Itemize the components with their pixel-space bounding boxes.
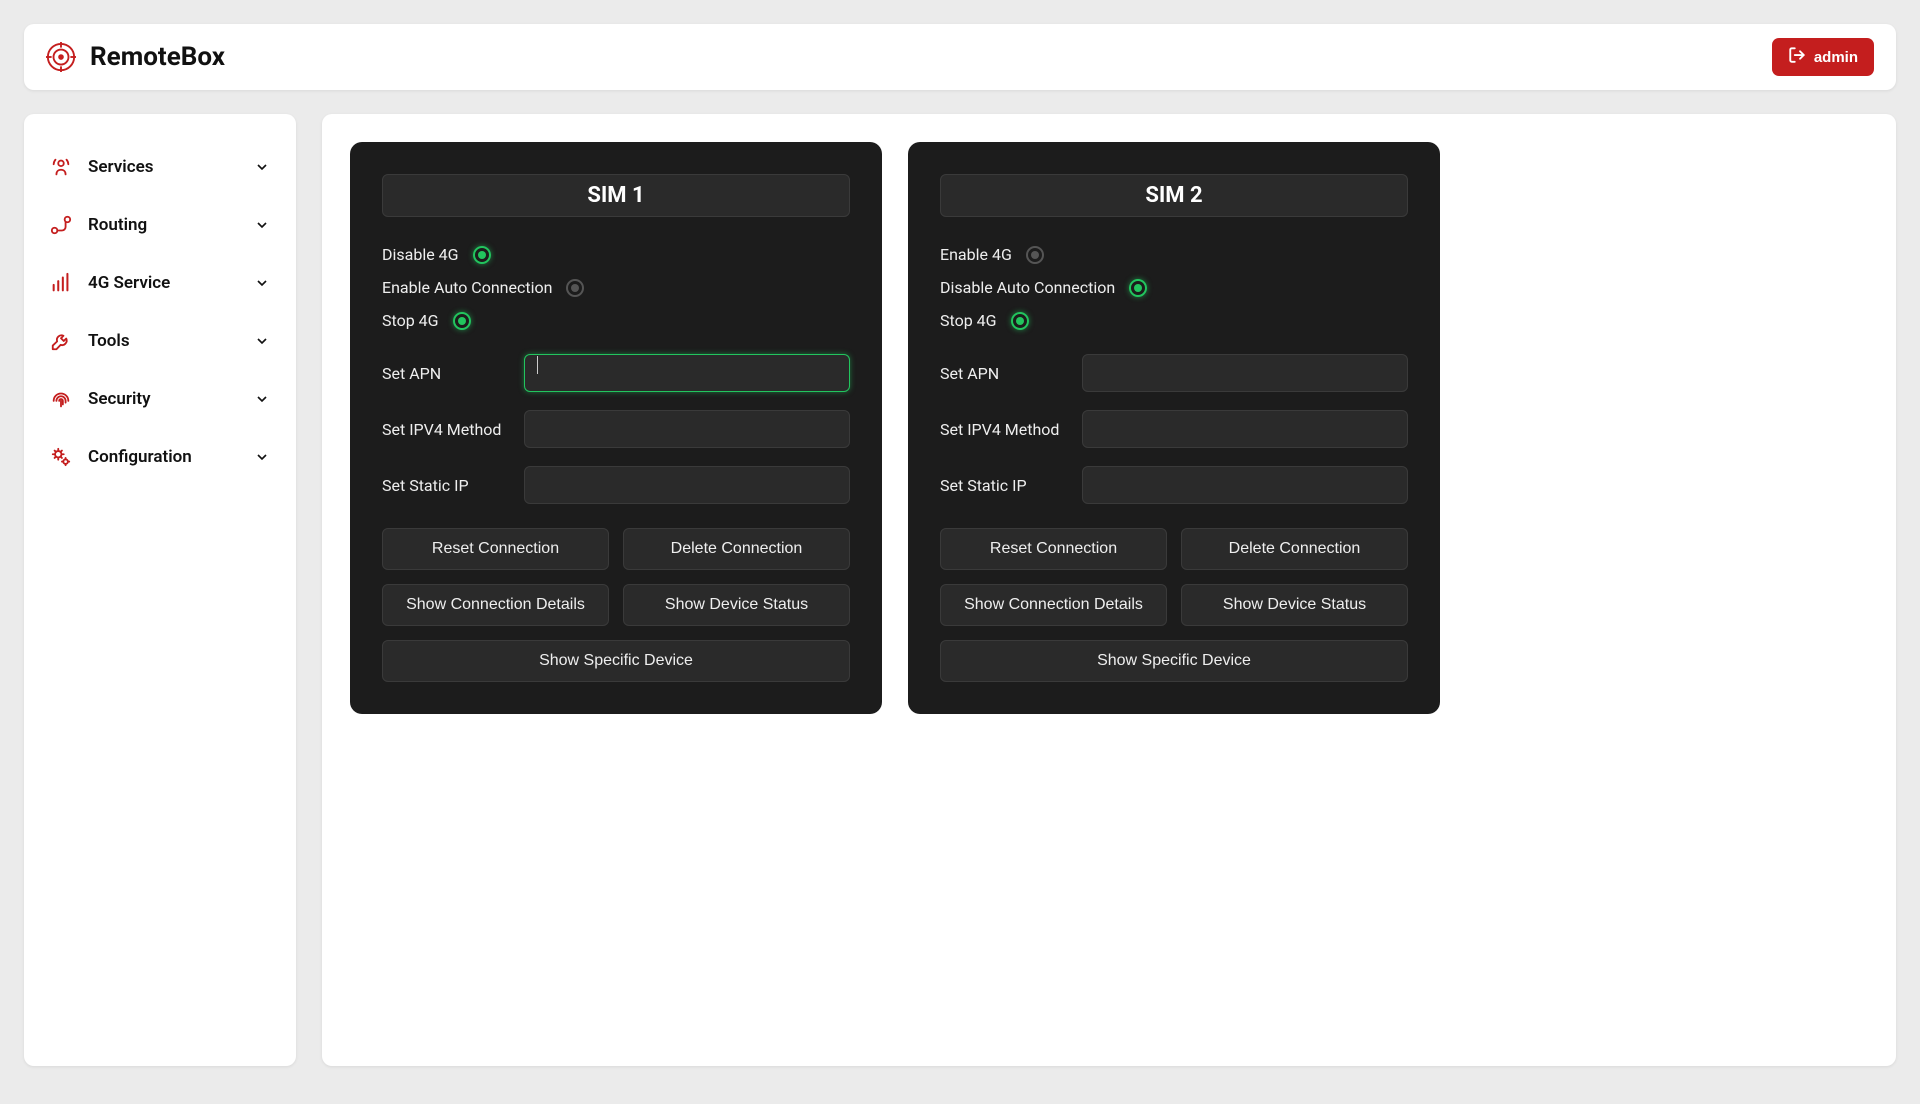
sim1-status-button[interactable]: Show Device Status xyxy=(623,584,850,626)
status-dot-icon xyxy=(566,279,584,297)
sim1-specific-button[interactable]: Show Specific Device xyxy=(382,640,850,682)
gears-icon xyxy=(50,446,72,468)
signal-icon xyxy=(50,272,72,294)
content-panel: SIM 1 Disable 4G Enable Auto Connection … xyxy=(322,114,1896,1066)
sim1-ipv4-row: Set IPV4 Method xyxy=(382,410,850,448)
input-label: Set IPV4 Method xyxy=(382,420,512,439)
sim2-toggle-enable4g[interactable]: Enable 4G xyxy=(940,245,1408,264)
fingerprint-icon xyxy=(50,388,72,410)
sidebar-item-configuration[interactable]: Configuration xyxy=(42,428,278,486)
sim2-card: SIM 2 Enable 4G Disable Auto Connection … xyxy=(908,142,1440,714)
sim1-title: SIM 1 xyxy=(383,183,849,208)
input-label: Set APN xyxy=(382,364,512,383)
chevron-down-icon xyxy=(254,333,270,349)
brand: RemoteBox xyxy=(46,42,225,72)
sim2-button-grid: Reset Connection Delete Connection Show … xyxy=(940,528,1408,682)
toggle-label: Enable 4G xyxy=(940,245,1012,264)
sim1-staticip-row: Set Static IP xyxy=(382,466,850,504)
sim1-button-grid: Reset Connection Delete Connection Show … xyxy=(382,528,850,682)
brand-title: RemoteBox xyxy=(90,42,225,72)
sim2-apn-input[interactable] xyxy=(1082,354,1408,392)
sim1-reset-button[interactable]: Reset Connection xyxy=(382,528,609,570)
sidebar-item-label: Services xyxy=(88,157,153,177)
sidebar-item-label: Tools xyxy=(88,331,130,351)
chevron-down-icon xyxy=(254,449,270,465)
sim2-delete-button[interactable]: Delete Connection xyxy=(1181,528,1408,570)
sim2-status-button[interactable]: Show Device Status xyxy=(1181,584,1408,626)
status-dot-icon xyxy=(1011,312,1029,330)
sidebar-item-label: Security xyxy=(88,389,151,409)
sim1-delete-button[interactable]: Delete Connection xyxy=(623,528,850,570)
status-dot-icon xyxy=(1129,279,1147,297)
sidebar-item-label: Configuration xyxy=(88,447,192,467)
sim1-toggle-disable4g[interactable]: Disable 4G xyxy=(382,245,850,264)
status-dot-icon xyxy=(473,246,491,264)
chevron-down-icon xyxy=(254,275,270,291)
wrench-icon xyxy=(50,330,72,352)
chevron-down-icon xyxy=(254,159,270,175)
sim1-title-wrap: SIM 1 xyxy=(382,174,850,217)
sidebar-item-security[interactable]: Security xyxy=(42,370,278,428)
chevron-down-icon xyxy=(254,391,270,407)
brand-logo-icon xyxy=(46,42,76,72)
sim2-title: SIM 2 xyxy=(941,183,1407,208)
header: RemoteBox admin xyxy=(24,24,1896,90)
sidebar-item-services[interactable]: Services xyxy=(42,138,278,196)
admin-label: admin xyxy=(1814,49,1858,66)
sim1-card: SIM 1 Disable 4G Enable Auto Connection … xyxy=(350,142,882,714)
sim2-reset-button[interactable]: Reset Connection xyxy=(940,528,1167,570)
sidebar-item-label: 4G Service xyxy=(88,273,170,293)
services-icon xyxy=(50,156,72,178)
sidebar-item-routing[interactable]: Routing xyxy=(42,196,278,254)
sim2-specific-button[interactable]: Show Specific Device xyxy=(940,640,1408,682)
input-label: Set IPV4 Method xyxy=(940,420,1070,439)
admin-button[interactable]: admin xyxy=(1772,38,1874,76)
sidebar: Services Routing xyxy=(24,114,296,1066)
sim2-toggle-autoconn[interactable]: Disable Auto Connection xyxy=(940,278,1408,297)
sim1-details-button[interactable]: Show Connection Details xyxy=(382,584,609,626)
sim2-staticip-row: Set Static IP xyxy=(940,466,1408,504)
input-label: Set Static IP xyxy=(382,476,512,495)
sidebar-item-label: Routing xyxy=(88,215,147,235)
sim2-title-wrap: SIM 2 xyxy=(940,174,1408,217)
sim1-apn-input[interactable] xyxy=(524,354,850,392)
logout-icon xyxy=(1788,46,1806,68)
sim1-staticip-input[interactable] xyxy=(524,466,850,504)
input-label: Set Static IP xyxy=(940,476,1070,495)
chevron-down-icon xyxy=(254,217,270,233)
sim2-toggle-stop4g[interactable]: Stop 4G xyxy=(940,311,1408,330)
sim2-ipv4-row: Set IPV4 Method xyxy=(940,410,1408,448)
toggle-label: Disable Auto Connection xyxy=(940,278,1115,297)
toggle-label: Stop 4G xyxy=(382,311,439,330)
status-dot-icon xyxy=(453,312,471,330)
toggle-label: Enable Auto Connection xyxy=(382,278,552,297)
sim1-toggle-autoconn[interactable]: Enable Auto Connection xyxy=(382,278,850,297)
sim2-details-button[interactable]: Show Connection Details xyxy=(940,584,1167,626)
sim1-toggle-stop4g[interactable]: Stop 4G xyxy=(382,311,850,330)
sim2-apn-row: Set APN xyxy=(940,354,1408,392)
sim1-ipv4-input[interactable] xyxy=(524,410,850,448)
main: Services Routing xyxy=(24,114,1896,1066)
sidebar-item-tools[interactable]: Tools xyxy=(42,312,278,370)
sim2-staticip-input[interactable] xyxy=(1082,466,1408,504)
toggle-label: Stop 4G xyxy=(940,311,997,330)
status-dot-icon xyxy=(1026,246,1044,264)
sim2-ipv4-input[interactable] xyxy=(1082,410,1408,448)
input-label: Set APN xyxy=(940,364,1070,383)
sim1-apn-row: Set APN xyxy=(382,354,850,392)
sidebar-item-4gservice[interactable]: 4G Service xyxy=(42,254,278,312)
routing-icon xyxy=(50,214,72,236)
toggle-label: Disable 4G xyxy=(382,245,459,264)
